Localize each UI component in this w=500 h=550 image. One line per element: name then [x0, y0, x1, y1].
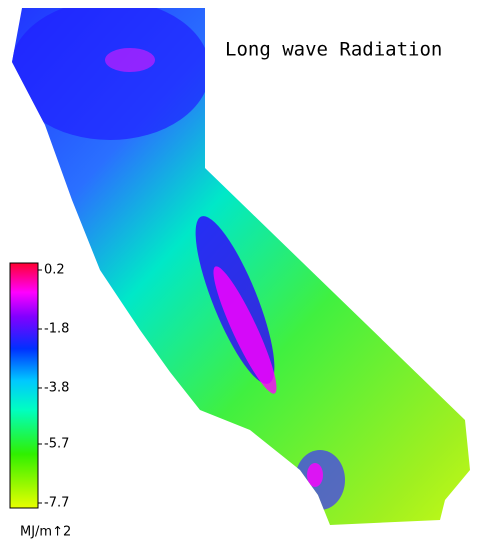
colorbar [9, 262, 39, 509]
tick-label: -7.7 [44, 496, 69, 511]
map-title: Long wave Radiation [225, 39, 442, 61]
colorbar-ticks: 0.2 -1.8 -3.8 -5.7 -7.7 [38, 263, 69, 511]
tick-label: -5.7 [44, 437, 69, 452]
tick-label: -1.8 [44, 321, 69, 336]
colorbar-unit: MJ/m↑2 [20, 525, 71, 540]
tick-label: 0.2 [44, 263, 65, 278]
tick-label: -3.8 [44, 380, 69, 395]
